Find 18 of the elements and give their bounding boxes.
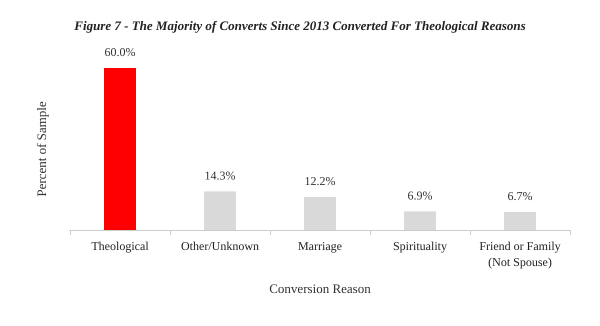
bar: [204, 191, 236, 230]
data-label: 6.7%: [508, 188, 532, 203]
chart-title: Figure 7 - The Majority of Converts Since 2013 Converted For Theological Reasons: [73, 18, 526, 33]
data-label: 6.9%: [408, 188, 432, 202]
x-tick-label: Spirituality: [393, 239, 447, 253]
y-axis-title: Percent of Sample: [34, 101, 49, 197]
x-tick-label: Friend or Family (Not Spouse): [479, 239, 561, 269]
x-tick-label: Other/Unknown: [181, 239, 259, 253]
bar: [404, 211, 436, 230]
bar: [304, 197, 336, 230]
data-label: 12.2%: [304, 174, 336, 188]
x-tick-label: Theological: [91, 239, 150, 253]
x-tick-label: Marriage: [298, 239, 342, 253]
data-label: 60.0%: [104, 45, 136, 59]
bar: [104, 68, 136, 230]
x-axis-title: Conversion Reason: [269, 281, 372, 296]
data-label: 14.3%: [204, 168, 236, 182]
bar: [504, 212, 536, 230]
